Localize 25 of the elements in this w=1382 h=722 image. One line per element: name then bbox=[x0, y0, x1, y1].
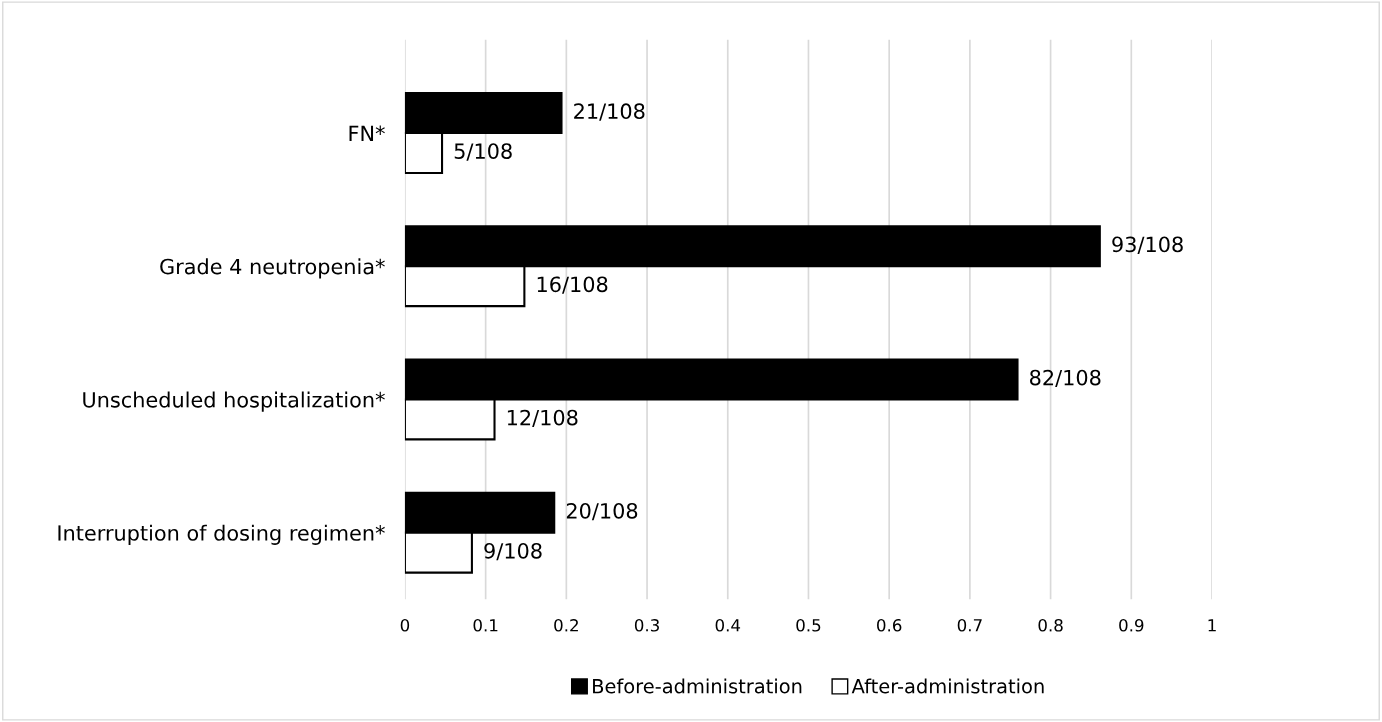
y-tick-label: Grade 4 neutropenia* bbox=[160, 258, 385, 279]
y-tick-label: Interruption of dosing regimen* bbox=[58, 524, 385, 545]
data-label: 12/108 bbox=[507, 409, 578, 428]
x-tick-label: 1 bbox=[1208, 619, 1216, 632]
legend-label: Before-administration bbox=[593, 678, 802, 694]
y-tick-label: FN* bbox=[349, 125, 385, 141]
x-tick-label: 0.6 bbox=[877, 619, 902, 632]
data-label: 16/108 bbox=[537, 276, 608, 294]
x-tick-label: 0.3 bbox=[634, 619, 659, 632]
y-tick-label: Unscheduled hospitalization* bbox=[83, 391, 385, 412]
legend-label: After-administration bbox=[851, 678, 1044, 694]
data-label: 9/108 bbox=[484, 542, 542, 561]
data-label: 20/108 bbox=[566, 502, 638, 521]
data-label: 82/108 bbox=[1030, 369, 1101, 388]
data-label: 21/108 bbox=[574, 103, 645, 121]
x-tick-label: 0.8 bbox=[1038, 619, 1063, 632]
x-tick-label: 0.2 bbox=[554, 619, 578, 632]
x-tick-label: 0.7 bbox=[957, 619, 982, 632]
x-tick-label: 0.5 bbox=[796, 619, 821, 632]
x-tick-label: 0.4 bbox=[715, 619, 741, 632]
x-tick-label: 0.1 bbox=[473, 619, 498, 632]
data-label: 93/108 bbox=[1112, 236, 1183, 254]
x-tick-label: 0.9 bbox=[1119, 619, 1144, 632]
x-tick-label: 0 bbox=[400, 619, 410, 632]
data-label: 5/108 bbox=[454, 143, 512, 161]
